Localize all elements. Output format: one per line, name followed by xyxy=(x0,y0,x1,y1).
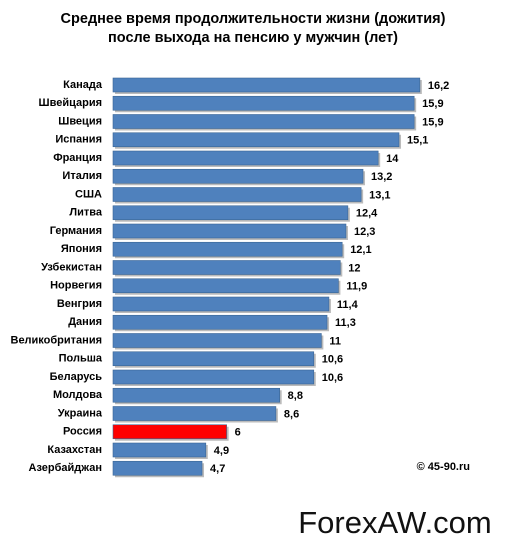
value-label: 14 xyxy=(386,153,399,165)
value-label: 10,6 xyxy=(322,372,343,384)
bar xyxy=(112,351,315,367)
category-label: Япония xyxy=(61,243,102,255)
bar xyxy=(112,369,315,385)
category-label: Польша xyxy=(59,353,103,365)
bar xyxy=(112,442,207,458)
category-label: Литва xyxy=(69,207,102,219)
value-label: 15,9 xyxy=(422,116,443,128)
value-label: 11,3 xyxy=(335,317,356,329)
value-label: 11,9 xyxy=(346,281,367,293)
bar xyxy=(112,406,277,421)
bar xyxy=(112,296,330,312)
value-label: 8,8 xyxy=(288,390,303,402)
bar xyxy=(112,205,349,221)
category-label: Узбекистан xyxy=(41,261,102,273)
value-label: 12,4 xyxy=(356,208,378,220)
category-label: Великобритания xyxy=(11,334,103,346)
category-label: Германия xyxy=(50,225,102,237)
value-label: 4,9 xyxy=(214,445,229,457)
value-label: 12 xyxy=(348,262,360,274)
category-label: Россия xyxy=(63,426,102,438)
category-label: Швейцария xyxy=(39,97,102,109)
category-label: Азербайджан xyxy=(29,462,102,474)
bar xyxy=(112,333,322,348)
chart-title: после выхода на пенсию у мужчин (лет) xyxy=(108,30,398,46)
category-label: Франция xyxy=(53,152,102,164)
bar xyxy=(112,387,280,403)
bar xyxy=(112,77,421,93)
category-label: Казахстан xyxy=(47,444,102,456)
category-label: Беларусь xyxy=(50,371,103,383)
bar xyxy=(112,114,415,129)
annotation: © 45-90.ru xyxy=(417,461,470,473)
bar xyxy=(112,150,379,166)
category-label: Норвегия xyxy=(50,280,102,292)
category-label: Молдова xyxy=(53,389,103,401)
bar xyxy=(112,424,227,440)
category-label: Италия xyxy=(62,170,102,182)
value-label: 12,1 xyxy=(350,244,371,256)
value-label: 13,1 xyxy=(369,189,390,201)
bar xyxy=(112,223,347,239)
value-label: 15,9 xyxy=(422,98,443,110)
value-label: 11 xyxy=(329,335,341,347)
category-label: Украина xyxy=(58,407,103,419)
value-label: 6 xyxy=(235,427,241,439)
bar xyxy=(112,95,415,111)
bar xyxy=(112,241,343,257)
category-label: Швеция xyxy=(58,115,102,127)
value-label: 15,1 xyxy=(407,135,428,147)
category-label: Венгрия xyxy=(57,298,102,310)
bar xyxy=(112,168,364,184)
watermark: ForexAW.com xyxy=(298,505,492,540)
chart-title: Среднее время продолжительности жизни (д… xyxy=(61,11,446,27)
category-label: США xyxy=(75,188,102,200)
bar xyxy=(112,187,362,202)
value-label: 16,2 xyxy=(428,80,449,92)
value-label: 11,4 xyxy=(337,299,359,311)
bar xyxy=(112,132,400,148)
value-label: 8,6 xyxy=(284,408,299,420)
value-label: 12,3 xyxy=(354,226,375,238)
value-label: 10,6 xyxy=(322,354,343,366)
value-label: 13,2 xyxy=(371,171,392,183)
category-label: Канада xyxy=(63,79,103,91)
bar xyxy=(112,278,339,294)
bar xyxy=(112,260,341,275)
bar xyxy=(112,460,203,476)
bar xyxy=(112,314,328,330)
category-label: Дания xyxy=(68,316,102,328)
value-label: 4,7 xyxy=(210,463,225,475)
category-label: Испания xyxy=(55,134,102,146)
